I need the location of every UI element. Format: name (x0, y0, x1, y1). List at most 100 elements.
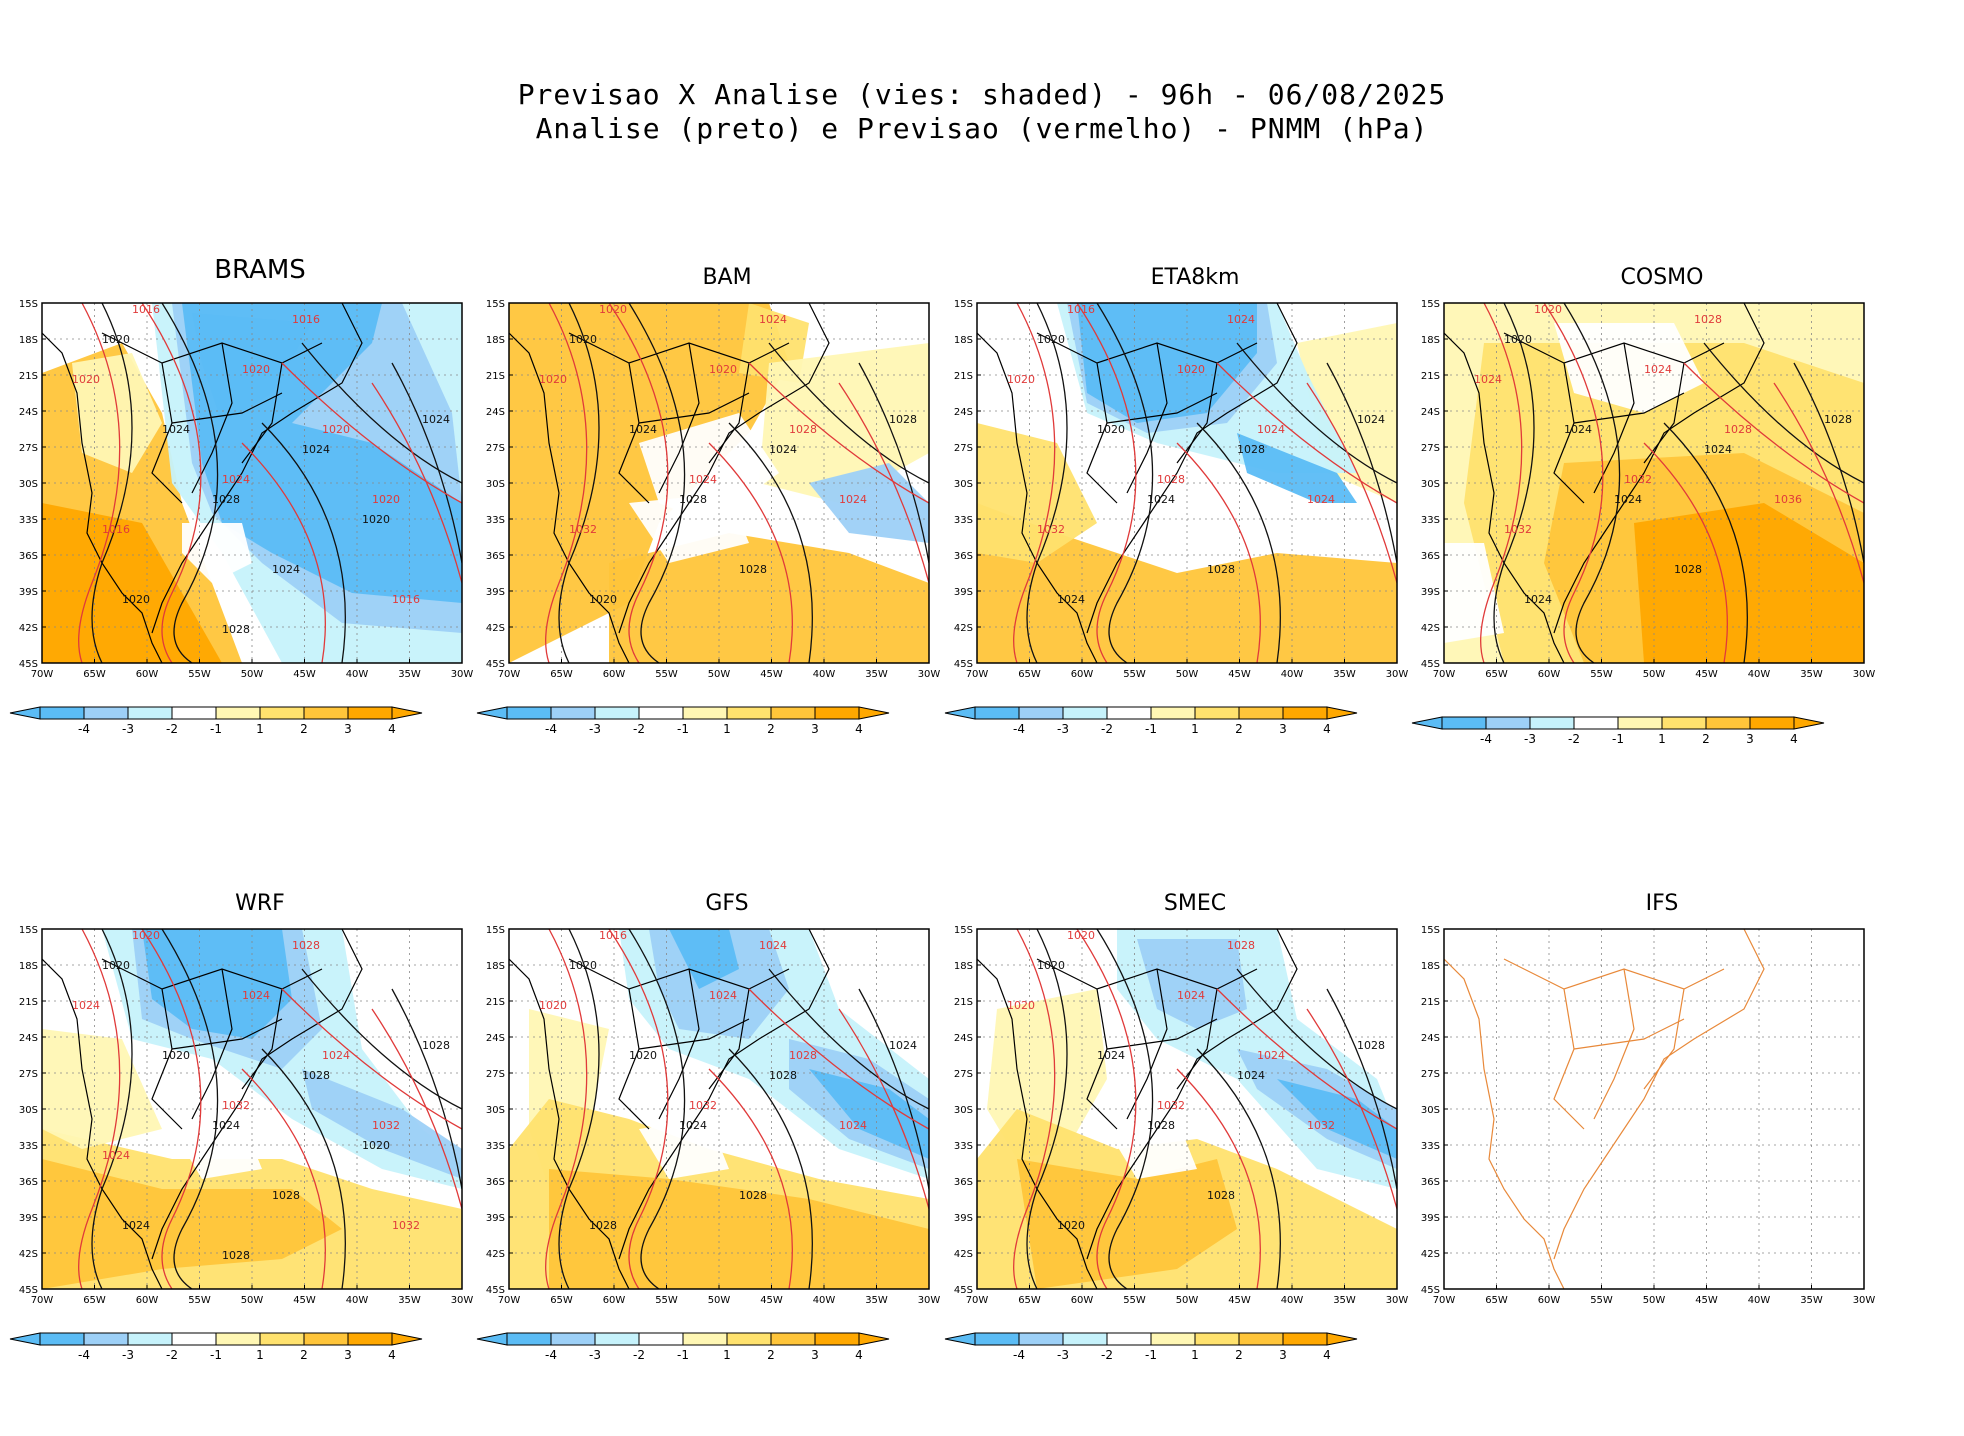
isobar-label-analysis: 1028 (1357, 1039, 1385, 1052)
isobar-label-forecast: 1024 (1307, 493, 1335, 506)
lon-label: 30W (1853, 669, 1876, 680)
lon-label: 35W (865, 1295, 888, 1306)
isobar-label-analysis: 1028 (679, 493, 707, 506)
isobar-label-forecast: 1024 (222, 473, 250, 486)
isobar-label-forecast: 1032 (1307, 1119, 1335, 1132)
isobar-label-analysis: 1024 (629, 423, 657, 436)
lon-label: 65W (550, 1295, 573, 1306)
colorbar-swatch (39, 706, 85, 720)
colorbar-swatch (1062, 1332, 1108, 1346)
colorbar-swatch (594, 706, 640, 720)
colorbar-swatch (550, 706, 596, 720)
lon-label: 70W (1433, 669, 1456, 680)
colorbar-label: 4 (1323, 722, 1331, 736)
lat-label: 18S (19, 961, 38, 972)
panel-cosmo: COSMO 1020 1024 1024 1024 1028 1024 1028 1020 102… (1402, 255, 1882, 775)
colorbar-swatch (814, 1332, 860, 1346)
isobar-label-forecast: 1020 (72, 373, 100, 386)
lat-label: 15S (486, 299, 505, 310)
colorbar-swatch (726, 706, 772, 720)
colorbar: -4 -3 -2 -1 1 2 3 4 (9, 1332, 423, 1362)
colorbar-swatch (814, 706, 860, 720)
lon-label: 35W (1800, 1295, 1823, 1306)
colorbar-swatch (506, 706, 552, 720)
colorbar-swatch (1661, 716, 1707, 730)
lon-label: 40W (346, 1295, 369, 1306)
panel-brams: BRAMS 1020 1024 1028 1024 1024 1020 1024 1020 102… (0, 255, 480, 775)
lon-label: 50W (1176, 1295, 1199, 1306)
isobar-label-forecast: 1028 (1157, 473, 1185, 486)
lat-label: 15S (486, 925, 505, 936)
colorbar-swatch (1573, 716, 1619, 730)
lat-label: 39S (1421, 587, 1440, 598)
colorbar-label: -2 (166, 722, 178, 736)
colorbar-label: -2 (1101, 722, 1113, 736)
isobar-label-forecast: 1024 (709, 989, 737, 1002)
bias-shade (809, 1069, 929, 1159)
lon-label: 60W (136, 669, 159, 680)
bias-shade (977, 423, 1097, 563)
map-svg: 1020 1024 1028 1024 1024 1020 1024 1020 1028 1016… (9, 299, 474, 736)
bias-shade (42, 503, 222, 663)
colorbar: -4 -3 -2 -1 1 2 3 4 (944, 1332, 1358, 1362)
colorbar-label: -3 (122, 1348, 134, 1362)
lon-label: 30W (451, 669, 474, 680)
colorbar-label: -3 (1057, 1348, 1069, 1362)
colorbar-label: 1 (723, 722, 731, 736)
colorbar-label: -2 (1568, 732, 1580, 746)
isobar-label-forecast: 1020 (322, 423, 350, 436)
lon-label: 45W (760, 669, 783, 680)
lon-label: 60W (136, 1295, 159, 1306)
colorbar-label: -4 (1013, 722, 1025, 736)
isobar-label-analysis: 1024 (1357, 413, 1385, 426)
lon-label: 70W (966, 669, 989, 680)
isobar-label-forecast: 1032 (1624, 473, 1652, 486)
colorbar-label: 4 (1323, 1348, 1331, 1362)
lat-label: 39S (954, 1213, 973, 1224)
isobar-label-analysis: 1028 (1147, 1119, 1175, 1132)
bias-shade (669, 929, 739, 989)
lon-label: 60W (603, 1295, 626, 1306)
panel-title: SMEC (1163, 891, 1227, 916)
isobar-label-forecast: 1024 (1644, 363, 1672, 376)
lat-label: 18S (1421, 961, 1440, 972)
lon-label: 65W (83, 1295, 106, 1306)
bias-shade (1634, 503, 1864, 663)
lat-label: 27S (19, 1069, 38, 1080)
lon-label: 45W (1695, 669, 1718, 680)
colorbar-label: 2 (1702, 732, 1710, 746)
isobar-label-forecast: 1032 (372, 1119, 400, 1132)
colorbar-swatch (171, 1332, 217, 1346)
colorbar-swatch (127, 1332, 173, 1346)
isobar-label-forecast: 1024 (1257, 1049, 1285, 1062)
isobar-label-forecast: 1032 (569, 523, 597, 536)
colorbar-swatch (1749, 716, 1795, 730)
lat-label: 21S (1421, 371, 1440, 382)
lat-label: 24S (486, 1033, 505, 1044)
isobar-label-analysis: 1024 (679, 1119, 707, 1132)
colorbar-label: 1 (256, 1348, 264, 1362)
colorbar-label: 4 (388, 1348, 396, 1362)
lat-label: 18S (486, 335, 505, 346)
lon-label: 40W (1281, 669, 1304, 680)
lon-label: 45W (760, 1295, 783, 1306)
isobar-label-forecast: 1020 (709, 363, 737, 376)
lat-label: 27S (486, 1069, 505, 1080)
isobar-label-forecast: 1024 (322, 1049, 350, 1062)
isobar-label-analysis: 1024 (212, 1119, 240, 1132)
isobar-label-forecast: 1024 (759, 313, 787, 326)
lat-label: 39S (19, 587, 38, 598)
isobar-label-forecast: 1020 (372, 493, 400, 506)
panel-title: COSMO (1620, 265, 1704, 290)
colorbar-swatch (1106, 706, 1152, 720)
isobar-label-forecast: 1020 (1534, 303, 1562, 316)
lat-label: 15S (19, 299, 38, 310)
lon-label: 35W (865, 669, 888, 680)
lat-label: 45S (954, 659, 973, 670)
lon-label: 55W (188, 669, 211, 680)
colorbar-label: -3 (589, 1348, 601, 1362)
isobar-label-forecast: 1024 (839, 493, 867, 506)
bias-shade (1277, 1079, 1397, 1159)
isobar-label-forecast: 1016 (102, 523, 130, 536)
isobar-label-forecast: 1036 (1774, 493, 1802, 506)
